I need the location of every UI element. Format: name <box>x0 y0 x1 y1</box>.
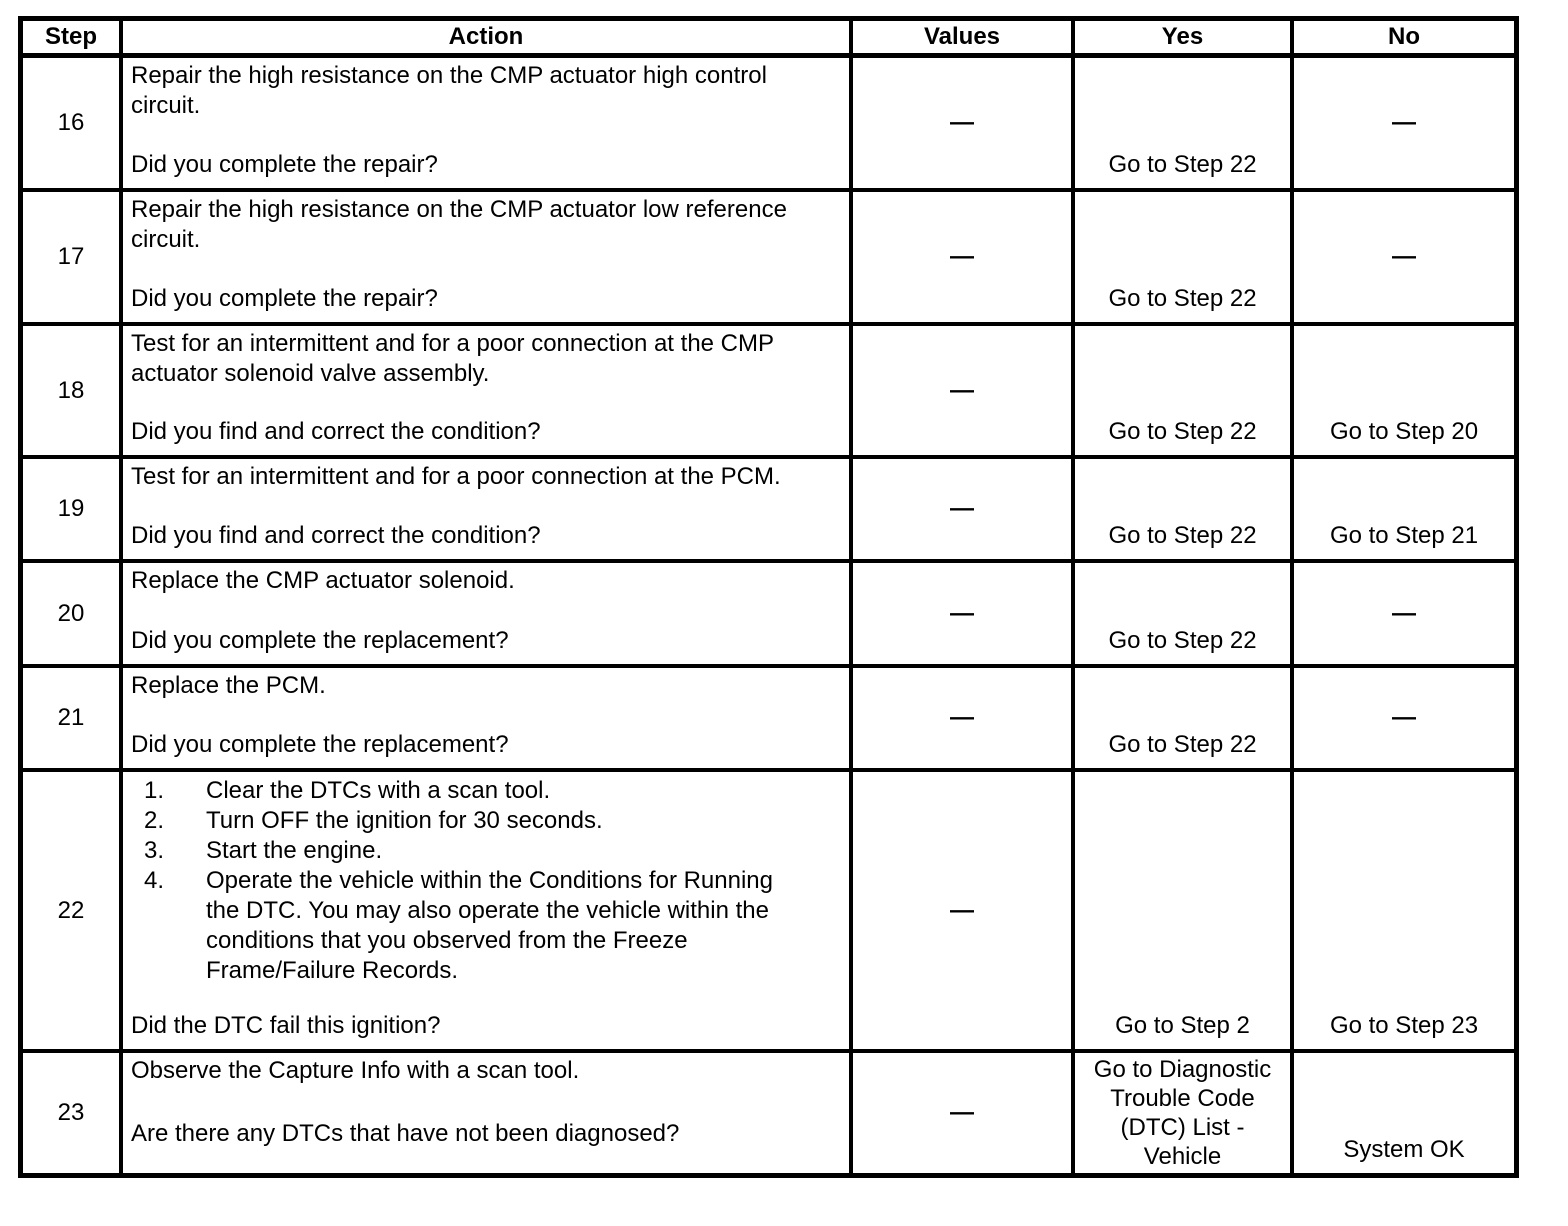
list-item-text: Turn OFF the ignition for 30 seconds. <box>206 807 603 834</box>
no-cell: — <box>1392 243 1416 270</box>
yes-cell: Go to Step 22 <box>1075 668 1294 768</box>
yes-cell: Go to Step 22 <box>1075 192 1294 322</box>
step-cell: 18 <box>23 326 123 455</box>
header-yes: Yes <box>1075 21 1294 53</box>
step-cell: 17 <box>23 192 123 322</box>
action-cell: Observe the Capture Info with a scan too… <box>123 1053 853 1173</box>
action-text: Repair the high resistance on the CMP ac… <box>131 196 787 253</box>
step-cell: 22 <box>23 772 123 1049</box>
no-cell: — <box>1392 109 1416 136</box>
table-row-step-22: 22 1. Clear the DTCs with a scan tool. 2… <box>23 772 1514 1053</box>
action-text: Test for an intermittent and for a poor … <box>131 463 781 490</box>
no-cell: Go to Step 20 <box>1329 418 1479 445</box>
values-cell: — <box>853 459 1075 559</box>
table-row-step-19: 19 Test for an intermittent and for a po… <box>23 459 1514 563</box>
action-text: Observe the Capture Info with a scan too… <box>131 1057 580 1084</box>
action-cell: Replace the PCM. Did you complete the re… <box>123 668 853 768</box>
table-row-step-23: 23 Observe the Capture Info with a scan … <box>23 1053 1514 1173</box>
yes-cell: Go to Step 22 <box>1075 58 1294 188</box>
action-cell: Repair the high resistance on the CMP ac… <box>123 192 853 322</box>
action-cell: Replace the CMP actuator solenoid. Did y… <box>123 563 853 664</box>
question-text: Did you find and correct the condition? <box>131 522 541 549</box>
values-cell: — <box>853 326 1075 455</box>
table-row-step-16: 16 Repair the high resistance on the CMP… <box>23 58 1514 192</box>
values-cell: — <box>853 563 1075 664</box>
action-text: Replace the PCM. <box>131 672 326 699</box>
list-item: 4. Operate the vehicle within the Condit… <box>131 866 839 986</box>
list-item-text: Start the engine. <box>206 837 383 864</box>
action-text: Test for an intermittent and for a poor … <box>131 330 775 387</box>
action-cell: 1. Clear the DTCs with a scan tool. 2. T… <box>123 772 853 1049</box>
no-cell: — <box>1392 599 1416 627</box>
step-cell: 23 <box>23 1053 123 1173</box>
list-item-text: Operate the vehicle within the Condition… <box>206 867 773 984</box>
table-row-step-20: 20 Replace the CMP actuator solenoid. Di… <box>23 563 1514 668</box>
step-cell: 21 <box>23 668 123 768</box>
values-cell: — <box>853 668 1075 768</box>
question-text: Are there any DTCs that have not been di… <box>131 1120 680 1147</box>
list-item-number: 4. <box>143 867 164 894</box>
list-item-number: 2. <box>143 807 164 834</box>
no-cell: Go to Step 23 <box>1329 1012 1479 1039</box>
values-cell: — <box>853 1053 1075 1173</box>
question-text: Did you find and correct the condition? <box>131 418 541 445</box>
list-item: 3. Start the engine. <box>131 836 839 866</box>
action-cell: Test for an intermittent and for a poor … <box>123 459 853 559</box>
action-text: Replace the CMP actuator solenoid. <box>131 567 515 594</box>
step-cell: 19 <box>23 459 123 559</box>
action-cell: Test for an intermittent and for a poor … <box>123 326 853 455</box>
table-header-row: Step Action Values Yes No <box>23 21 1514 58</box>
action-cell: Repair the high resistance on the CMP ac… <box>123 58 853 188</box>
header-action: Action <box>123 21 853 53</box>
question-text: Did you complete the replacement? <box>131 731 509 758</box>
yes-cell: Go to Diagnostic Trouble Code (DTC) List… <box>1075 1053 1294 1173</box>
list-item-number: 3. <box>143 837 164 864</box>
table-row-step-17: 17 Repair the high resistance on the CMP… <box>23 192 1514 326</box>
step-cell: 20 <box>23 563 123 664</box>
no-cell: Go to Step 21 <box>1329 522 1479 549</box>
list-item: 2. Turn OFF the ignition for 30 seconds. <box>131 806 839 836</box>
list-item: 1. Clear the DTCs with a scan tool. <box>131 776 839 806</box>
question-text: Did the DTC fail this ignition? <box>131 1012 441 1039</box>
values-cell: — <box>853 192 1075 322</box>
yes-cell: Go to Step 22 <box>1075 563 1294 664</box>
question-text: Did you complete the repair? <box>131 285 438 312</box>
header-step: Step <box>23 21 123 53</box>
yes-cell: Go to Step 22 <box>1075 326 1294 455</box>
values-cell: — <box>853 772 1075 1049</box>
table-row-step-21: 21 Replace the PCM. Did you complete the… <box>23 668 1514 772</box>
numbered-step-list: 1. Clear the DTCs with a scan tool. 2. T… <box>131 775 839 986</box>
no-cell: — <box>1392 704 1416 731</box>
yes-cell: Go to Step 22 <box>1075 459 1294 559</box>
question-text: Did you complete the repair? <box>131 151 438 178</box>
yes-cell: Go to Step 2 <box>1075 772 1294 1049</box>
no-cell: System OK <box>1343 1136 1465 1163</box>
header-no: No <box>1388 23 1420 50</box>
values-cell: — <box>853 58 1075 188</box>
action-text: Repair the high resistance on the CMP ac… <box>131 62 767 119</box>
question-text: Did you complete the replacement? <box>131 627 509 654</box>
list-item-number: 1. <box>143 777 164 804</box>
header-values: Values <box>853 21 1075 53</box>
table-row-step-18: 18 Test for an intermittent and for a po… <box>23 326 1514 459</box>
step-cell: 16 <box>23 58 123 188</box>
list-item-text: Clear the DTCs with a scan tool. <box>206 777 551 804</box>
diagnostic-table: Step Action Values Yes No 16 Repair the … <box>18 16 1519 1178</box>
